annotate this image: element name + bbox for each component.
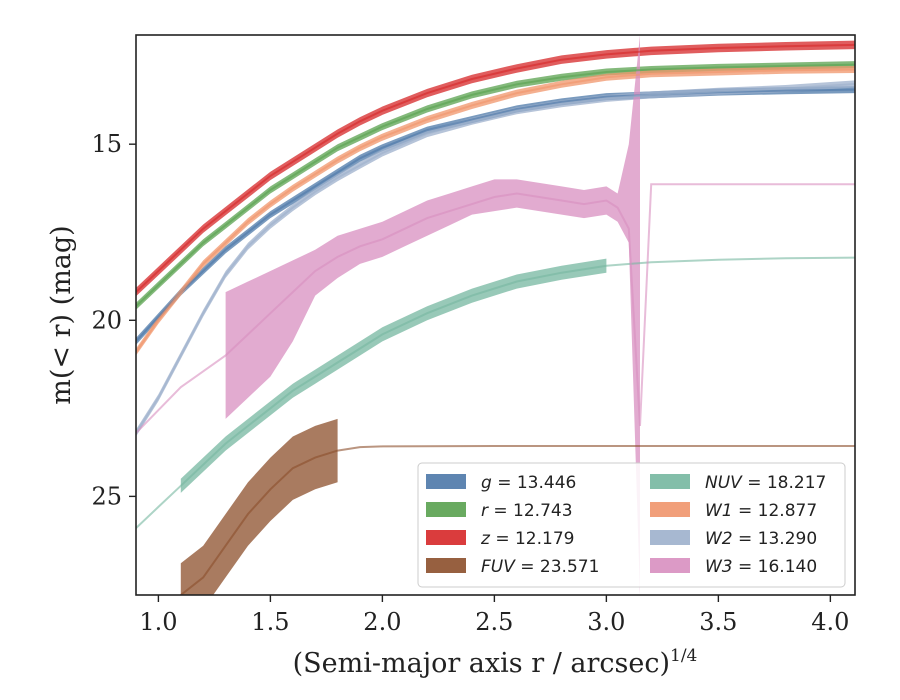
band-fuv (180, 418, 338, 595)
legend-swatch-nuv (650, 474, 690, 489)
legend-swatch-w2 (650, 530, 690, 545)
legend-label-g: g = 13.446 (481, 473, 576, 493)
legend: g = 13.446 r = 12.743 z = 12.179 FUV = 23.5… (417, 462, 846, 588)
legend-swatch-w1 (650, 502, 690, 517)
line-w3 (136, 183, 855, 434)
x-tick-label: 1.0 (139, 608, 177, 636)
y-tick-label: 25 (91, 482, 122, 510)
legend-swatch-fuv (426, 558, 466, 573)
legend-box (417, 462, 846, 588)
line-w2 (136, 83, 855, 434)
legend-label-z: z = 12.179 (480, 529, 574, 549)
line-fuv (180, 445, 855, 595)
band-r (136, 61, 855, 310)
y-axis-label: m(< r) (mag) (46, 225, 77, 404)
x-tick-label: 3.5 (699, 608, 737, 636)
line-nuv (136, 256, 855, 529)
confidence-bands (136, 35, 855, 595)
line-w1 (136, 68, 855, 353)
legend-label-w3: W3 = 16.140 (705, 557, 817, 577)
band-z (136, 40, 855, 297)
plot-frame (135, 34, 856, 596)
series-lines (136, 43, 855, 595)
line-z (136, 43, 855, 293)
legend-label-fuv: FUV = 23.571 (481, 557, 599, 577)
y-tick-label: 20 (91, 306, 122, 334)
x-tick-label: 4.0 (811, 608, 849, 636)
legend-swatch-w3 (650, 558, 690, 573)
y-axis-ticks: 15 20 25 (91, 130, 136, 510)
legend-label-w2: W2 = 13.290 (705, 529, 817, 549)
x-tick-label: 3.0 (587, 608, 625, 636)
legend-swatch-r (426, 502, 466, 517)
line-r (136, 63, 855, 307)
legend-swatch-g (426, 474, 466, 489)
legend-swatch-z (426, 530, 466, 545)
legend-label-nuv: NUV = 18.217 (705, 473, 826, 493)
x-tick-label: 2.0 (363, 608, 401, 636)
legend-label-w1: W1 = 12.877 (705, 501, 817, 521)
y-tick-label: 15 (91, 130, 122, 158)
x-tick-label: 1.5 (251, 608, 289, 636)
legend-label-r: r = 12.743 (481, 501, 573, 521)
x-tick-label: 2.5 (475, 608, 513, 636)
x-axis-label: (Semi-major axis r / arcsec)1/4 (293, 646, 698, 679)
x-axis-ticks: 1.0 1.5 2.0 2.5 3.0 3.5 4.0 (139, 595, 849, 636)
